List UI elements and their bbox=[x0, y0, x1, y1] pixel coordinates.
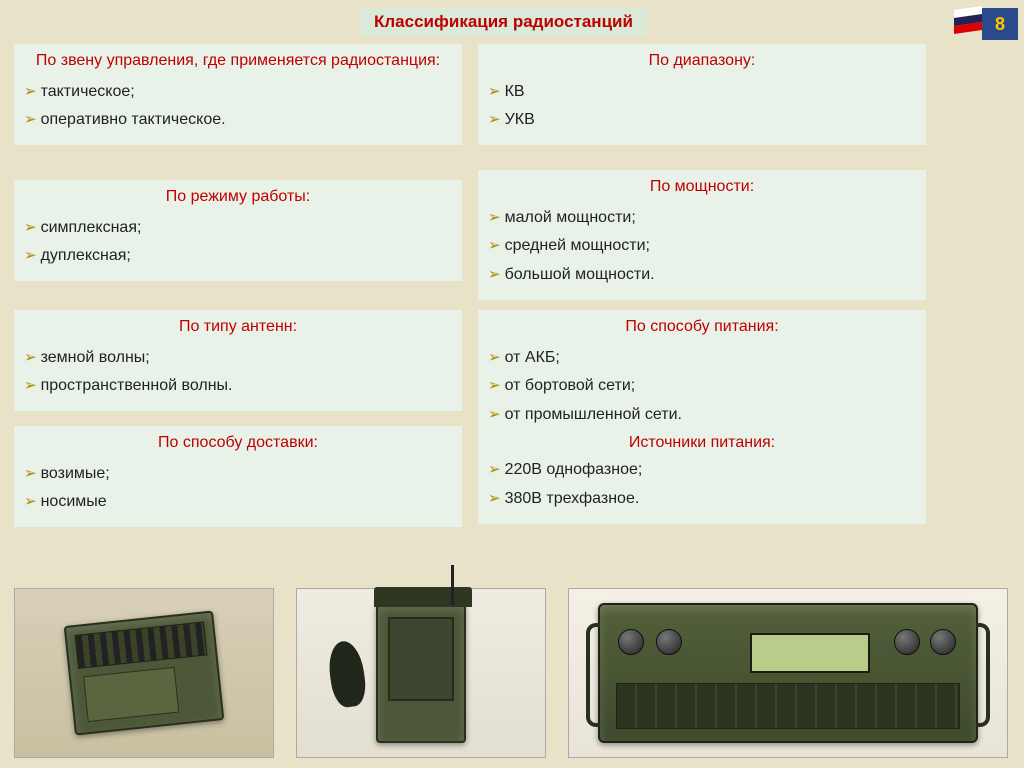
item-text: от промышленной сети. bbox=[505, 401, 682, 430]
item-text: от АКБ; bbox=[505, 344, 560, 373]
item-text: малой мощности; bbox=[505, 204, 636, 233]
page-title: Классификация радиостанций bbox=[360, 8, 647, 36]
card-delivery: По способу доставки: ➢возимые; ➢носимые bbox=[14, 426, 462, 527]
triangle-bullet-icon: ➢ bbox=[488, 485, 501, 512]
triangle-bullet-icon: ➢ bbox=[488, 78, 501, 105]
item-text: КВ bbox=[505, 78, 525, 107]
item-text: оперативно тактическое. bbox=[41, 106, 226, 135]
item-text: дуплексная; bbox=[41, 242, 131, 271]
list-item: ➢пространственной волны. bbox=[24, 372, 452, 401]
list-item: ➢оперативно тактическое. bbox=[24, 106, 452, 135]
item-text: большой мощности. bbox=[505, 261, 655, 290]
list-item: ➢носимые bbox=[24, 488, 452, 517]
triangle-bullet-icon: ➢ bbox=[24, 242, 37, 269]
card-heading: По способу доставки: bbox=[24, 432, 452, 454]
image-row bbox=[14, 588, 1008, 758]
item-text: средней мощности; bbox=[505, 232, 650, 261]
list-item: ➢земной волны; bbox=[24, 344, 452, 373]
triangle-bullet-icon: ➢ bbox=[488, 372, 501, 399]
triangle-bullet-icon: ➢ bbox=[24, 488, 37, 515]
flag-icon bbox=[954, 6, 982, 34]
list-item: ➢большой мощности. bbox=[488, 261, 916, 290]
triangle-bullet-icon: ➢ bbox=[24, 78, 37, 105]
card-heading: По режиму работы: bbox=[24, 186, 452, 208]
item-text: симплексная; bbox=[41, 214, 142, 243]
card-power: По мощности: ➢малой мощности; ➢средней м… bbox=[478, 170, 926, 300]
item-text: от бортовой сети; bbox=[505, 372, 636, 401]
list-item: ➢симплексная; bbox=[24, 214, 452, 243]
card-heading: По типу антенн: bbox=[24, 316, 452, 338]
triangle-bullet-icon: ➢ bbox=[24, 106, 37, 133]
card-command-level: По звену управления, где применяется рад… bbox=[14, 44, 462, 145]
triangle-bullet-icon: ➢ bbox=[24, 372, 37, 399]
item-text: 380В трехфазное. bbox=[505, 485, 640, 514]
list-item: ➢от промышленной сети. bbox=[488, 401, 916, 430]
triangle-bullet-icon: ➢ bbox=[488, 401, 501, 428]
item-text: возимые; bbox=[41, 460, 110, 489]
list-item: ➢дуплексная; bbox=[24, 242, 452, 271]
triangle-bullet-icon: ➢ bbox=[24, 460, 37, 487]
card-heading: По диапазону: bbox=[488, 50, 916, 72]
list-item: ➢средней мощности; bbox=[488, 232, 916, 261]
list-item: ➢220В однофазное; bbox=[488, 456, 916, 485]
card-power-supply: По способу питания: ➢от АКБ; ➢от бортово… bbox=[478, 310, 926, 524]
card-antenna: По типу антенн: ➢земной волны; ➢простран… bbox=[14, 310, 462, 411]
triangle-bullet-icon: ➢ bbox=[24, 214, 37, 241]
triangle-bullet-icon: ➢ bbox=[24, 344, 37, 371]
list-item: ➢УКВ bbox=[488, 106, 916, 135]
list-item: ➢380В трехфазное. bbox=[488, 485, 916, 514]
item-text: земной волны; bbox=[41, 344, 150, 373]
item-text: тактическое; bbox=[41, 78, 135, 107]
triangle-bullet-icon: ➢ bbox=[488, 106, 501, 133]
page-number-badge: 8 bbox=[982, 8, 1018, 40]
radio-image-portable bbox=[296, 588, 546, 758]
triangle-bullet-icon: ➢ bbox=[488, 204, 501, 231]
list-item: ➢возимые; bbox=[24, 460, 452, 489]
list-item: ➢малой мощности; bbox=[488, 204, 916, 233]
card-range: По диапазону: ➢КВ ➢УКВ bbox=[478, 44, 926, 145]
item-text: УКВ bbox=[505, 106, 535, 135]
item-text: 220В однофазное; bbox=[505, 456, 643, 485]
triangle-bullet-icon: ➢ bbox=[488, 232, 501, 259]
item-text: пространственной волны. bbox=[41, 372, 233, 401]
list-item: ➢от бортовой сети; bbox=[488, 372, 916, 401]
list-item: ➢тактическое; bbox=[24, 78, 452, 107]
card-heading: По звену управления, где применяется рад… bbox=[24, 50, 452, 72]
triangle-bullet-icon: ➢ bbox=[488, 344, 501, 371]
item-text: носимые bbox=[41, 488, 107, 517]
radio-image-manpack bbox=[14, 588, 274, 758]
card-mode: По режиму работы: ➢симплексная; ➢дуплекс… bbox=[14, 180, 462, 281]
triangle-bullet-icon: ➢ bbox=[488, 261, 501, 288]
card-subheading: Источники питания: bbox=[488, 434, 916, 452]
card-heading: По мощности: bbox=[488, 176, 916, 198]
list-item: ➢от АКБ; bbox=[488, 344, 916, 373]
card-heading: По способу питания: bbox=[488, 316, 916, 338]
triangle-bullet-icon: ➢ bbox=[488, 456, 501, 483]
list-item: ➢КВ bbox=[488, 78, 916, 107]
radio-image-vehicle bbox=[568, 588, 1008, 758]
